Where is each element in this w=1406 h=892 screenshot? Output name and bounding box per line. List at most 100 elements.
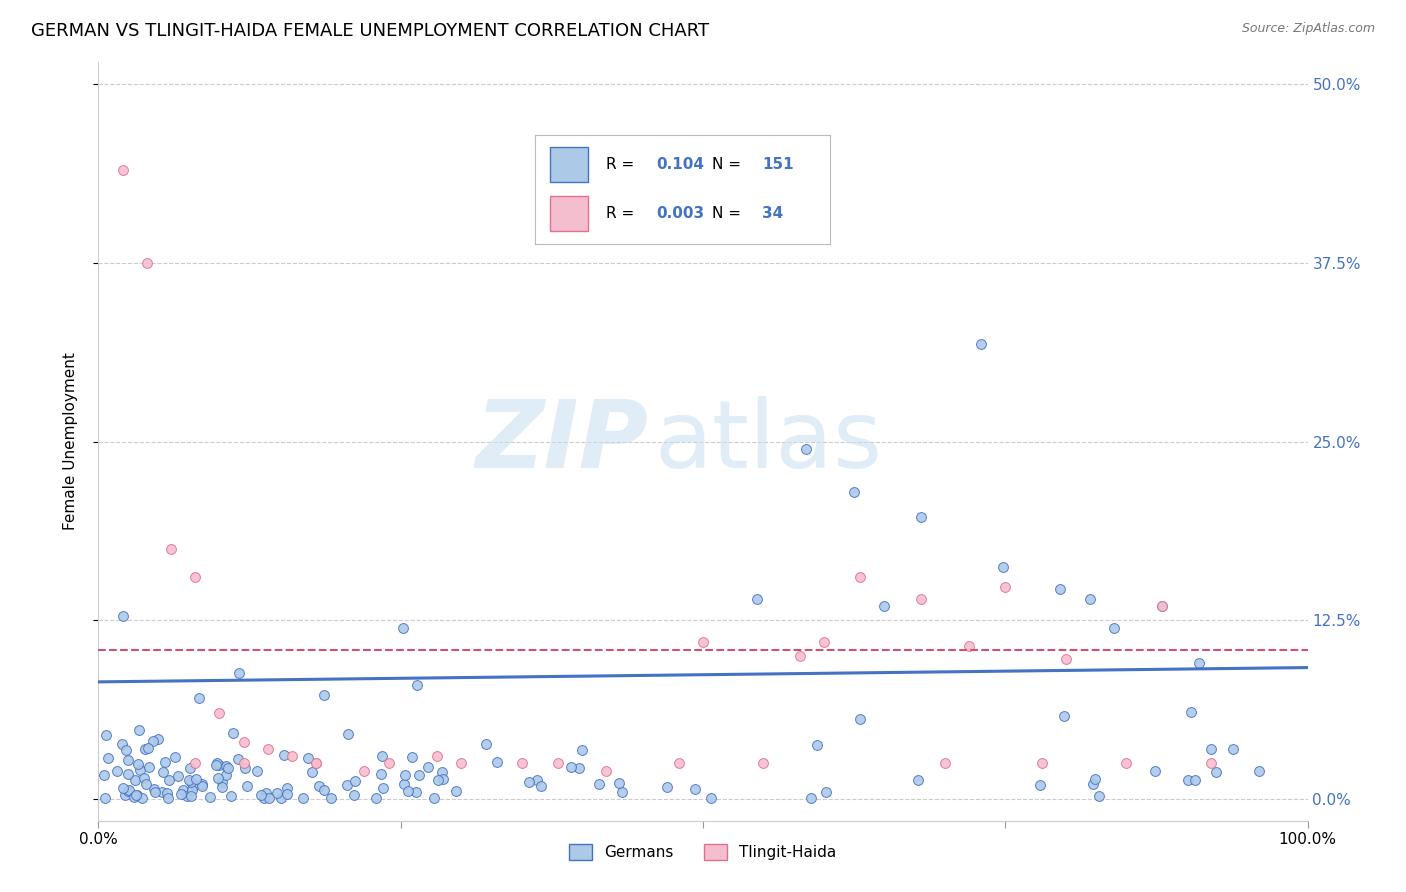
Text: GERMAN VS TLINGIT-HAIDA FEMALE UNEMPLOYMENT CORRELATION CHART: GERMAN VS TLINGIT-HAIDA FEMALE UNEMPLOYM… — [31, 22, 709, 40]
Point — [1088, 789, 1111, 803]
Point — [747, 591, 769, 606]
Point — [184, 772, 207, 786]
Point — [1199, 756, 1222, 771]
Point — [692, 635, 714, 649]
Point — [96, 728, 118, 742]
Point — [700, 790, 723, 805]
Point — [655, 780, 678, 794]
Text: R =: R = — [606, 206, 640, 221]
Point — [256, 742, 278, 756]
Text: Source: ZipAtlas.com: Source: ZipAtlas.com — [1241, 22, 1375, 36]
Point — [1083, 777, 1105, 791]
Text: 34: 34 — [762, 206, 783, 221]
Point — [1053, 709, 1076, 723]
Point — [235, 779, 257, 793]
Point — [232, 735, 254, 749]
Point — [111, 737, 134, 751]
Point — [152, 765, 174, 780]
Point — [685, 782, 707, 797]
Text: 0.104: 0.104 — [657, 157, 704, 171]
Point — [377, 756, 399, 771]
Point — [97, 751, 120, 765]
Point — [910, 591, 932, 606]
Point — [215, 767, 238, 781]
Point — [207, 756, 229, 770]
Point — [426, 749, 449, 764]
Point — [907, 772, 929, 787]
Point — [128, 763, 150, 777]
Point — [257, 790, 280, 805]
Point — [427, 772, 450, 787]
Point — [406, 678, 429, 692]
Point — [117, 783, 139, 797]
Point — [1222, 742, 1244, 756]
Point — [131, 790, 153, 805]
Text: 0.003: 0.003 — [657, 206, 704, 221]
Point — [1084, 772, 1107, 786]
Point — [208, 758, 231, 772]
Point — [364, 790, 387, 805]
Point — [211, 774, 233, 789]
Point — [994, 581, 1017, 595]
Point — [1078, 591, 1101, 606]
Point — [232, 756, 254, 771]
Point — [188, 690, 211, 705]
Point — [668, 756, 690, 771]
Point — [127, 757, 149, 772]
Point — [117, 766, 139, 780]
Point — [305, 756, 328, 771]
Text: R =: R = — [606, 157, 640, 171]
Point — [312, 782, 335, 797]
Point — [114, 789, 136, 803]
Point — [752, 756, 775, 771]
Point — [177, 773, 200, 788]
Point — [312, 688, 335, 702]
Point — [595, 764, 617, 778]
Point — [160, 541, 183, 556]
Point — [215, 758, 238, 772]
Point — [1184, 773, 1206, 788]
Point — [124, 772, 146, 787]
Point — [176, 789, 198, 803]
Point — [157, 790, 180, 805]
Point — [134, 742, 156, 756]
Point — [970, 337, 993, 351]
Point — [1115, 756, 1137, 771]
Point — [394, 777, 416, 791]
Point — [94, 790, 117, 805]
Point — [252, 790, 274, 805]
Point — [336, 778, 359, 792]
Point — [138, 760, 160, 774]
Point — [1188, 657, 1211, 671]
Point — [485, 756, 508, 770]
Point — [873, 599, 896, 613]
Point — [180, 775, 202, 789]
Text: atlas: atlas — [655, 395, 883, 488]
Point — [156, 786, 179, 800]
Point — [568, 761, 591, 775]
Text: N =: N = — [711, 157, 745, 171]
Point — [148, 732, 170, 747]
Point — [204, 758, 226, 772]
Point — [405, 785, 427, 799]
Point — [571, 743, 593, 757]
Point — [396, 783, 419, 797]
Text: ZIP: ZIP — [475, 395, 648, 488]
Point — [222, 726, 245, 740]
Point — [135, 256, 157, 270]
Point — [1031, 756, 1053, 771]
Point — [844, 484, 866, 499]
Point — [813, 635, 835, 649]
Point — [446, 783, 468, 797]
Point — [806, 739, 828, 753]
Point — [1152, 599, 1174, 613]
Point — [281, 749, 304, 764]
Point — [319, 790, 342, 805]
Point — [849, 570, 872, 584]
Point — [450, 756, 472, 771]
Point — [475, 737, 498, 751]
Point — [430, 765, 453, 780]
Point — [305, 756, 328, 771]
Point — [408, 768, 430, 782]
Point — [291, 790, 314, 805]
